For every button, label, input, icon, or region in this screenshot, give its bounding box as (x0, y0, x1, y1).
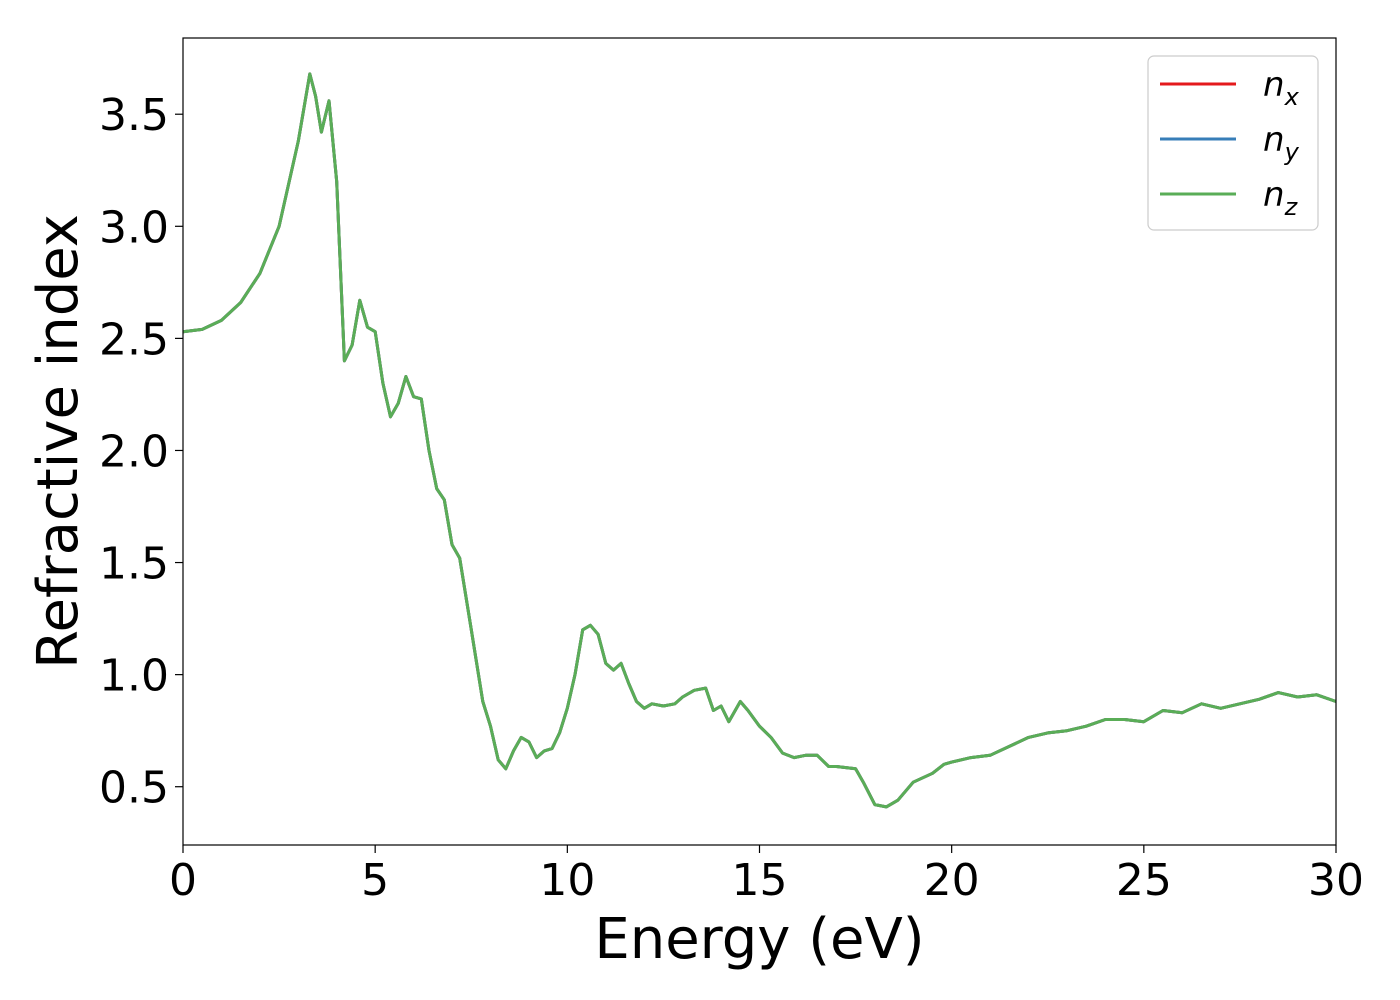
tick-layer: 0 5 10 15 20 25 30 0.5 1.0 1.5 2.0 2.5 3.0 3.5 (99, 90, 1364, 906)
x-tick-label: 10 (539, 855, 595, 906)
x-tick-label: 0 (169, 855, 197, 906)
legend-label-subscript: x (1284, 83, 1300, 111)
legend-label-base: n (1263, 120, 1285, 160)
legend-label-z: nz (1263, 175, 1299, 221)
legend-label-y: ny (1263, 120, 1300, 166)
y-axis-label: Refractive index (26, 214, 91, 669)
legend-box (1147, 55, 1319, 231)
y-tick-label: 3.5 (99, 90, 169, 141)
y-tick-label: 1.0 (99, 651, 169, 702)
legend-label-base: n (1263, 65, 1285, 105)
series-layer (182, 72, 1337, 809)
y-tick-label: 2.5 (99, 314, 169, 365)
x-axis-label: Energy (eV) (594, 907, 924, 972)
y-tick-label: 0.5 (99, 763, 169, 814)
y-tick-label: 3.0 (99, 202, 169, 253)
y-tick-label: 1.5 (99, 539, 169, 590)
x-tick-label: 25 (1116, 855, 1172, 906)
y-tick-label: 2.0 (99, 426, 169, 477)
series-line-z (182, 72, 1337, 809)
x-tick-label: 30 (1308, 855, 1364, 906)
legend-label-subscript: y (1284, 138, 1300, 166)
x-tick-label: 5 (361, 855, 389, 906)
x-tick-label: 15 (732, 855, 788, 906)
legend-label-base: n (1263, 175, 1285, 215)
legend-label-subscript: z (1284, 193, 1299, 221)
legend-label-x: nx (1263, 65, 1300, 111)
x-tick-label: 20 (924, 855, 980, 906)
